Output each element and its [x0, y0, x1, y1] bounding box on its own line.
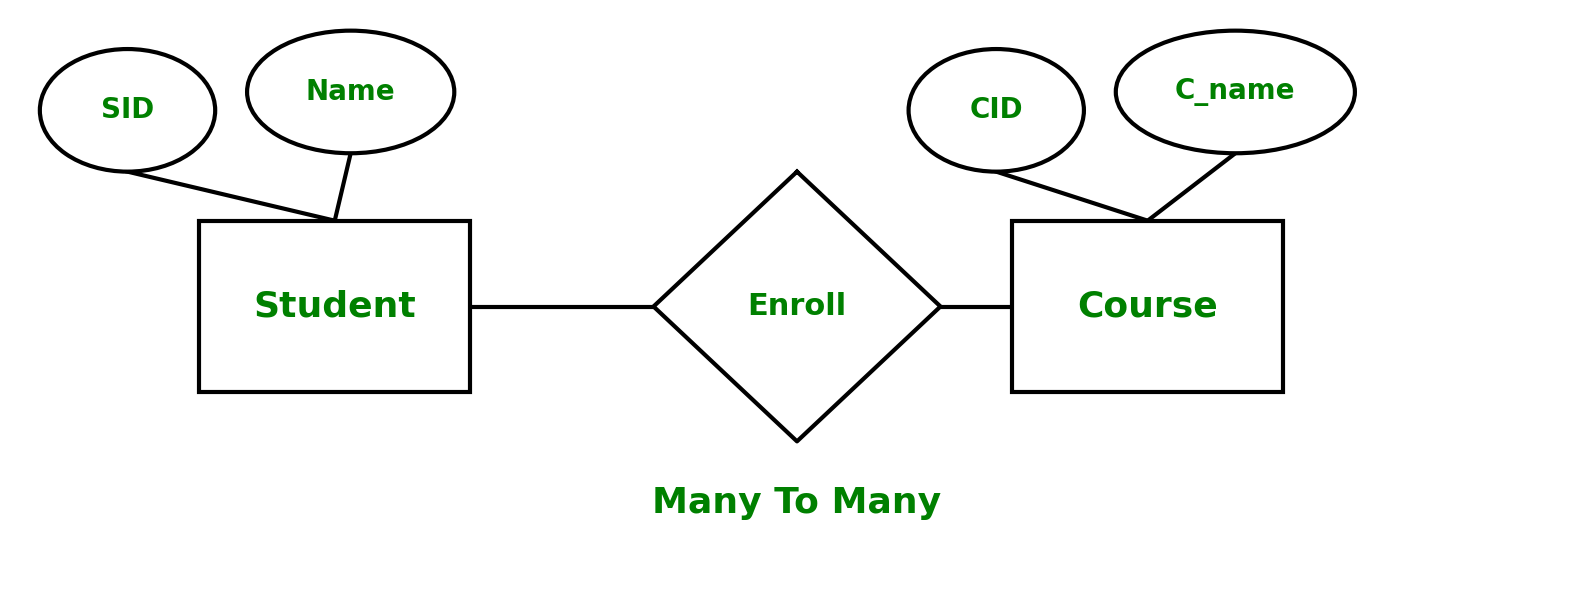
Bar	[1012, 221, 1283, 392]
Text: Many To Many: Many To Many	[652, 485, 942, 520]
Text: Student: Student	[253, 289, 416, 324]
Text: Course: Course	[1078, 289, 1218, 324]
Text: Name: Name	[306, 78, 395, 106]
Ellipse shape	[247, 31, 454, 153]
Ellipse shape	[909, 49, 1084, 172]
Text: CID: CID	[969, 96, 1023, 124]
Text: SID: SID	[100, 96, 155, 124]
Text: Enroll: Enroll	[748, 292, 846, 321]
Polygon shape	[654, 172, 940, 441]
Bar	[199, 221, 470, 392]
Ellipse shape	[40, 49, 215, 172]
Text: C_name: C_name	[1175, 78, 1296, 106]
Ellipse shape	[1116, 31, 1355, 153]
